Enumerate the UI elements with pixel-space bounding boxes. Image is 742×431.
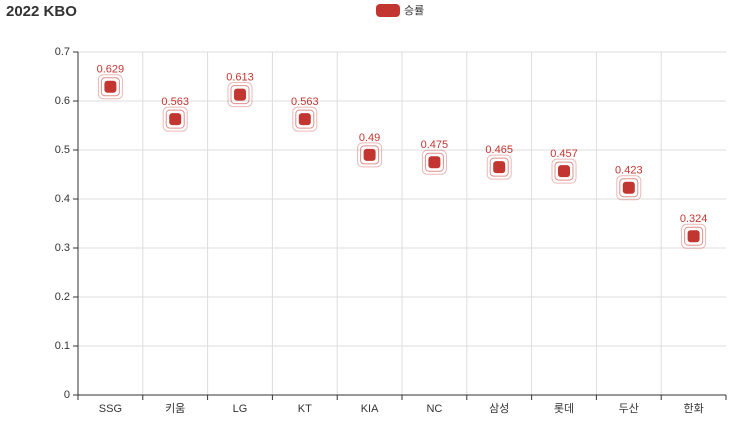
ripple [554, 161, 574, 181]
point [104, 80, 117, 93]
value-label: 0.324 [680, 213, 708, 225]
x-tick-label: 두산 [619, 402, 639, 415]
y-tick-label: 0 [64, 389, 70, 401]
value-label: 0.49 [359, 132, 380, 144]
x-tick-label: LG [233, 403, 248, 415]
ripple [295, 109, 315, 129]
ripple [489, 157, 509, 177]
ripple [681, 223, 707, 249]
value-label: 0.629 [97, 64, 125, 76]
value-label: 0.465 [485, 144, 513, 156]
ripple [684, 226, 704, 246]
y-tick-label: 0.5 [55, 144, 70, 156]
point [493, 161, 506, 174]
point [428, 156, 441, 169]
ripple [486, 154, 512, 180]
value-label: 0.613 [226, 72, 254, 84]
value-label: 0.475 [421, 139, 449, 151]
y-tick-label: 0.2 [55, 291, 70, 303]
chart-title: 2022 KBO [6, 3, 77, 20]
ripple [357, 142, 383, 168]
value-label: 0.423 [615, 165, 643, 177]
y-tick-label: 0.3 [55, 242, 70, 254]
point [234, 88, 246, 101]
x-tick-label: SSG [99, 403, 122, 415]
x-tick-label: NC [426, 403, 442, 415]
ripple [421, 149, 447, 175]
y-tick-label: 0.4 [55, 193, 70, 205]
x-tick-label: 삼성 [489, 402, 509, 415]
point [298, 113, 311, 126]
value-label: 0.563 [161, 96, 189, 108]
point [622, 181, 635, 194]
y-tick-label: 0.7 [55, 46, 70, 58]
legend-swatch [376, 4, 400, 17]
ripple [227, 82, 253, 108]
point [169, 113, 182, 126]
point [363, 148, 376, 161]
y-tick-label: 0.1 [55, 340, 70, 352]
ripple [616, 175, 642, 201]
ripple [360, 145, 380, 165]
legend-label: 승률 [404, 4, 424, 17]
ripple [424, 152, 444, 172]
value-label: 0.457 [550, 148, 578, 160]
x-tick-label: KT [298, 403, 312, 415]
ripple [100, 77, 120, 97]
ripple [551, 158, 577, 184]
y-tick-label: 0.6 [55, 95, 70, 107]
ripple [230, 85, 250, 105]
value-label: 0.563 [291, 96, 319, 108]
x-tick-label: 한화 [683, 402, 703, 415]
point [687, 230, 700, 243]
ripple [162, 106, 188, 132]
x-tick-label: KIA [361, 403, 379, 415]
ripple [292, 106, 318, 132]
ripple [619, 178, 639, 198]
ripple [97, 74, 123, 100]
x-tick-label: 키움 [165, 402, 185, 415]
x-tick-label: 롯데 [554, 402, 574, 415]
point [558, 165, 570, 178]
ripple [165, 109, 185, 129]
